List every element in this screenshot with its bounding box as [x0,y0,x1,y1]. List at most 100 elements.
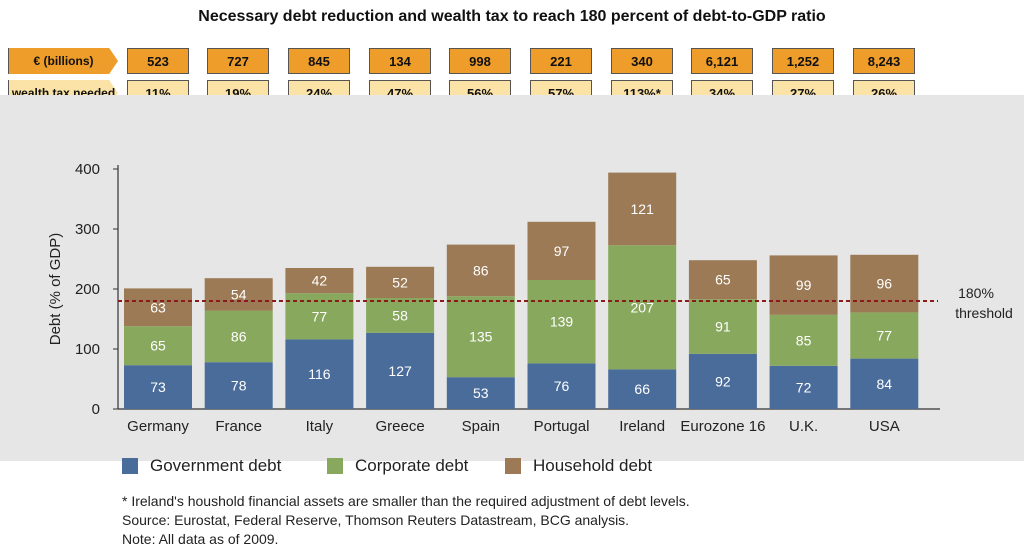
bar-value-label: 96 [877,276,893,292]
bar-segment [527,221,596,280]
legend-swatch-corporate [327,458,343,474]
bar-value-label: 97 [554,243,570,259]
bar-value-label: 99 [796,277,812,293]
bar-segment [608,369,677,409]
bar-segment [366,298,435,333]
legend-label-government: Government debt [150,456,282,475]
amount-cell-spain: 998 [449,48,511,74]
bar-value-label: 78 [231,378,247,394]
bar-segment [769,255,838,315]
bar-segment [366,332,435,409]
bar-value-label: 84 [877,376,893,392]
chart-title: Necessary debt reduction and wealth tax … [198,8,826,25]
y-tick-label: 200 [75,281,100,298]
y-tick-label: 0 [92,401,100,418]
y-tick-label: 300 [75,221,100,238]
bar-segment [527,363,596,409]
y-tick-label: 400 [75,161,100,178]
bar-segment [850,254,919,313]
bar-value-label: 127 [388,363,412,379]
bar-value-label: 91 [715,319,731,335]
x-category-label: Ireland [619,418,665,435]
footnote-date: Note: All data as of 2009. [122,531,279,547]
y-axis-label: Debt (% of GDP) [47,233,64,346]
bar-value-label: 135 [469,329,493,345]
legend-corporate: Corporate debt [327,456,468,476]
bar-value-label: 77 [877,328,893,344]
bar-segment [285,268,354,294]
bar-segment [204,310,273,363]
x-category-label: Eurozone 16 [680,418,765,435]
amount-row-label: € (billions) [8,48,118,74]
bar-segment [204,278,273,311]
bar-value-label: 65 [715,272,731,288]
x-category-label: Germany [127,418,189,435]
amount-cell-france: 727 [207,48,269,74]
amount-cell-eurozone: 6,121 [691,48,753,74]
bar-segment [446,244,515,297]
bar-segment [124,365,192,409]
bar-value-label: 52 [392,274,408,290]
y-tick-label: 100 [75,341,100,358]
bar-value-label: 58 [392,307,408,323]
bar-value-label: 66 [634,381,650,397]
bar-segment [204,362,273,409]
bar-segment [850,312,919,359]
bar-value-label: 53 [473,385,489,401]
bar-value-label: 54 [231,286,247,302]
amount-cell-germany: 523 [127,48,189,74]
legend-swatch-government [122,458,138,474]
bar-value-label: 139 [550,314,574,330]
bar-segment [769,314,838,366]
bar-segment [850,358,919,409]
footnote-ireland: * Ireland's houshold financial assets ar… [122,493,690,509]
legend-household: Household debt [505,456,652,476]
bar-value-label: 73 [150,379,166,395]
bar-value-label: 72 [796,379,812,395]
bar-segment [527,280,596,364]
bar-value-label: 207 [631,299,655,315]
bar-value-label: 92 [715,373,731,389]
bar-segment [366,266,435,298]
threshold-label: 180% [958,285,994,301]
bar-value-label: 76 [554,378,570,394]
x-category-label: France [215,418,262,435]
amount-cell-italy: 845 [288,48,350,74]
bar-value-label: 85 [796,332,812,348]
bar-value-label: 86 [231,328,247,344]
x-category-label: Greece [375,418,424,435]
bar-segment [124,288,192,327]
bar-value-label: 86 [473,262,489,278]
footnotes: * Ireland's houshold financial assets ar… [122,492,690,549]
x-category-label: Portugal [534,418,590,435]
amount-cell-greece: 134 [369,48,431,74]
bar-segment [688,353,757,409]
bar-segment [769,365,838,409]
bar-segment [608,172,677,246]
bar-value-label: 63 [150,299,166,315]
legend-government: Government debt [122,456,281,476]
bar-value-label: 116 [308,366,331,382]
legend-label-household: Household debt [533,456,653,475]
x-category-label: U.K. [789,418,818,435]
footnote-source: Source: Eurostat, Federal Reserve, Thoms… [122,512,630,528]
amount-cell-ireland: 340 [611,48,673,74]
bar-value-label: 121 [631,201,655,217]
bar-segment [446,377,515,409]
bar-segment [446,296,515,378]
bar-value-label: 42 [312,273,328,289]
amount-cell-uk: 1,252 [772,48,834,74]
threshold-label-secondary: threshold [955,305,1013,321]
bar-value-label: 65 [150,338,166,354]
x-category-label: USA [869,418,900,435]
legend-swatch-household [505,458,521,474]
amount-cell-usa: 8,243 [853,48,915,74]
bar-segment [688,299,757,354]
bar-segment [124,326,192,366]
legend-label-corporate: Corporate debt [355,456,469,475]
bar-segment [285,339,354,409]
bar-segment [608,245,677,370]
x-category-label: Spain [462,418,500,435]
amount-cell-portugal: 221 [530,48,592,74]
